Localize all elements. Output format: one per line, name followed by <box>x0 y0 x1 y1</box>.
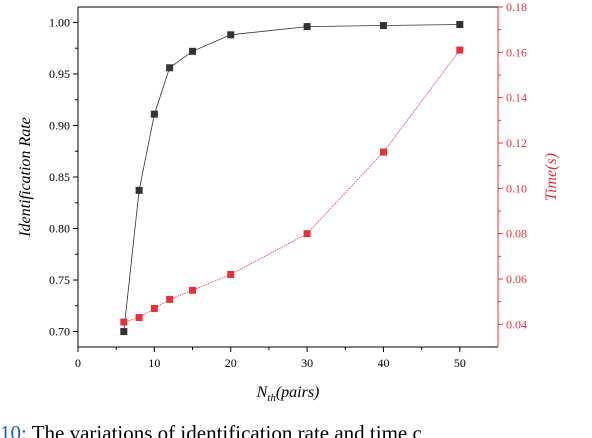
time-data-point <box>120 318 128 326</box>
time-data-point <box>189 286 197 294</box>
left-y-tick-label: 0.90 <box>49 118 70 132</box>
identification-rate-data-point <box>150 110 158 118</box>
left-y-tick-label: 0.75 <box>49 273 70 287</box>
left-y-axis-title: Identification Rate <box>17 117 34 238</box>
right-y-tick-label: 0.10 <box>506 181 527 195</box>
right-y-tick-label: 0.06 <box>506 272 527 286</box>
identification-rate-data-point <box>120 328 128 336</box>
identification-rate-data-point <box>189 47 197 55</box>
x-tick-label: 10 <box>148 356 160 370</box>
time-data-point <box>456 46 464 54</box>
right-y-axis-title: Time(s) <box>543 153 560 201</box>
identification-rate-data-point <box>379 22 387 30</box>
axes-layer <box>73 6 503 352</box>
x-axis-title: Nth(pairs) <box>256 384 320 404</box>
time-data-point <box>150 304 158 312</box>
x-tick-label: 50 <box>454 356 466 370</box>
caption-text: The variations of identification rate an… <box>26 421 422 438</box>
figure-caption: 10: The variations of identification rat… <box>0 418 592 438</box>
right-y-tick-label: 0.04 <box>506 317 527 331</box>
identification-rate-data-point <box>166 64 174 72</box>
time-data-point <box>303 230 311 238</box>
x-tick-label: 20 <box>225 356 237 370</box>
x-tick-label: 30 <box>301 356 313 370</box>
right-y-tick-label: 0.14 <box>506 91 527 105</box>
time-data-point <box>135 314 143 322</box>
time-data-point <box>379 148 387 156</box>
x-tick-label: 40 <box>377 356 389 370</box>
figure-label: 10: <box>0 421 27 438</box>
left-y-tick-label: 1.00 <box>49 15 70 29</box>
series-layer <box>120 21 464 336</box>
right-y-tick-label: 0.08 <box>506 227 527 241</box>
identification-rate-data-point <box>135 186 143 194</box>
time-data-point <box>166 295 174 303</box>
left-y-tick-label: 0.70 <box>49 325 70 339</box>
time-series-line <box>123 49 461 323</box>
dual-axis-line-chart: 0 10 20 30 40 50 0.70 0.75 0.80 0.85 0.90 0.95 1.00 0… <box>17 0 560 404</box>
identification-rate-data-point <box>456 21 464 29</box>
left-y-tick-label: 0.80 <box>49 222 70 236</box>
right-y-tick-label: 0.12 <box>506 136 527 150</box>
identification-rate-series-line <box>123 24 460 332</box>
identification-rate-data-point <box>303 23 311 31</box>
labels-layer: 0 10 20 30 40 50 0.70 0.75 0.80 0.85 0.90 0.95 1.00 0… <box>17 0 560 404</box>
left-y-tick-label: 0.95 <box>49 67 70 81</box>
time-data-point <box>227 270 235 278</box>
x-tick-label: 0 <box>75 356 81 370</box>
identification-rate-data-point <box>227 31 235 39</box>
right-y-tick-label: 0.16 <box>506 45 527 59</box>
left-y-tick-label: 0.85 <box>49 170 70 184</box>
right-y-tick-label: 0.18 <box>506 0 527 14</box>
